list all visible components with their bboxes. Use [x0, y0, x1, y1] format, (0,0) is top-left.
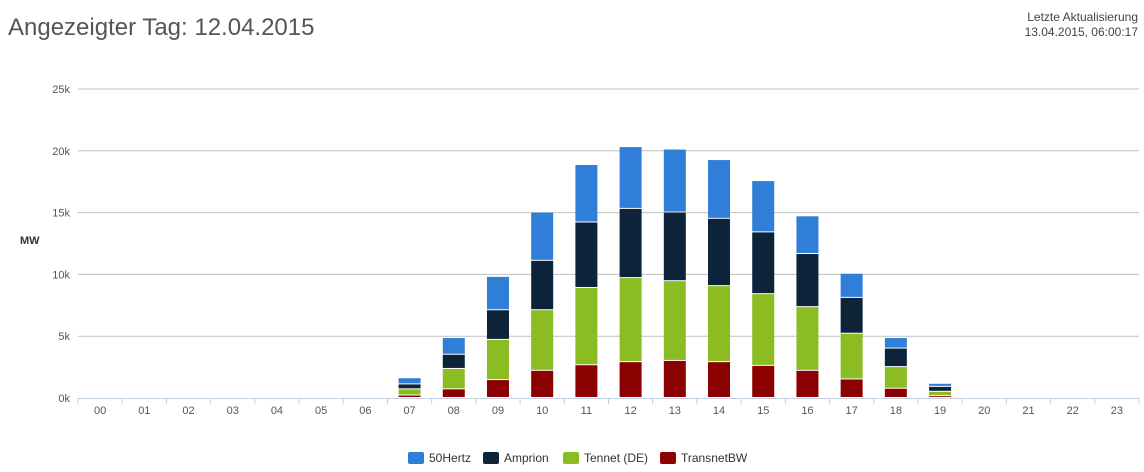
bar-tennet-de--11[interactable] — [575, 287, 598, 365]
y-tick-label: 5k — [58, 331, 70, 343]
bar-amprion-19[interactable] — [929, 386, 952, 391]
bar-tennet-de--18[interactable] — [884, 367, 907, 388]
bar-tennet-de--10[interactable] — [531, 310, 554, 370]
bar-50hertz-19[interactable] — [929, 383, 952, 386]
bar-amprion-07[interactable] — [398, 384, 421, 389]
bar-amprion-12[interactable] — [619, 208, 642, 278]
legend-item-transnetbw[interactable]: TransnetBW — [681, 451, 748, 465]
bar-transnetbw-13[interactable] — [663, 360, 686, 397]
x-tick-label: 22 — [1067, 405, 1079, 417]
bar-amprion-08[interactable] — [442, 354, 465, 368]
bar-amprion-16[interactable] — [796, 254, 819, 307]
legend-swatch-tennet-de-[interactable] — [563, 452, 579, 464]
x-tick-label: 09 — [492, 405, 504, 417]
bar-50hertz-15[interactable] — [752, 181, 775, 232]
bar-tennet-de--17[interactable] — [840, 333, 863, 379]
x-tick-label: 01 — [138, 405, 150, 417]
y-tick-label: 10k — [52, 269, 70, 281]
bar-transnetbw-11[interactable] — [575, 365, 598, 397]
x-tick-label: 19 — [934, 405, 946, 417]
bar-transnetbw-08[interactable] — [442, 389, 465, 397]
bar-50hertz-17[interactable] — [840, 273, 863, 297]
bar-amprion-10[interactable] — [531, 260, 554, 310]
bar-transnetbw-10[interactable] — [531, 370, 554, 397]
bar-transnetbw-18[interactable] — [884, 388, 907, 397]
bar-transnetbw-09[interactable] — [486, 380, 509, 397]
bar-transnetbw-19[interactable] — [929, 396, 952, 397]
bar-50hertz-09[interactable] — [486, 276, 509, 310]
bar-transnetbw-12[interactable] — [619, 362, 642, 397]
last-update-time: 13.04.2015, 06:00:17 — [1024, 25, 1138, 39]
bar-50hertz-13[interactable] — [663, 149, 686, 212]
bar-transnetbw-15[interactable] — [752, 365, 775, 397]
bar-tennet-de--14[interactable] — [708, 286, 731, 362]
bar-tennet-de--12[interactable] — [619, 278, 642, 362]
x-tick-label: 20 — [978, 405, 990, 417]
bar-tennet-de--08[interactable] — [442, 368, 465, 389]
legend-swatch-amprion[interactable] — [483, 452, 499, 464]
bar-amprion-09[interactable] — [486, 310, 509, 339]
legend-item-amprion[interactable]: Amprion — [504, 451, 549, 465]
last-update: Letzte Aktualisierung 13.04.2015, 06:00:… — [1025, 10, 1138, 40]
x-tick-label: 16 — [801, 405, 813, 417]
y-tick-label: 15k — [52, 208, 70, 220]
bar-50hertz-18[interactable] — [884, 338, 907, 348]
y-tick-label: 0k — [58, 393, 70, 405]
y-axis-label: MW — [20, 235, 40, 247]
x-tick-label: 04 — [271, 405, 283, 417]
x-tick-label: 11 — [581, 405, 592, 417]
bar-50hertz-16[interactable] — [796, 216, 819, 254]
x-tick-label: 13 — [669, 405, 681, 417]
x-tick-label: 12 — [624, 405, 636, 417]
x-tick-label: 02 — [182, 405, 194, 417]
bar-amprion-11[interactable] — [575, 222, 598, 287]
legend-swatch-50hertz[interactable] — [408, 452, 424, 464]
legend-swatch-transnetbw[interactable] — [660, 452, 676, 464]
bar-50hertz-08[interactable] — [442, 338, 465, 354]
x-tick-label: 10 — [536, 405, 548, 417]
legend-item-50hertz[interactable]: 50Hertz — [429, 451, 471, 465]
bar-amprion-18[interactable] — [884, 348, 907, 367]
bar-50hertz-10[interactable] — [531, 212, 554, 260]
bar-50hertz-11[interactable] — [575, 165, 598, 222]
x-tick-label: 17 — [846, 405, 858, 417]
bar-50hertz-07[interactable] — [398, 378, 421, 384]
bar-50hertz-14[interactable] — [708, 160, 731, 218]
bar-tennet-de--09[interactable] — [486, 339, 509, 380]
x-tick-label: 06 — [359, 405, 371, 417]
bar-amprion-14[interactable] — [708, 218, 731, 286]
x-tick-label: 18 — [890, 405, 902, 417]
y-tick-label: 20k — [52, 146, 70, 158]
bar-tennet-de--16[interactable] — [796, 307, 819, 370]
bar-tennet-de--07[interactable] — [398, 389, 421, 395]
bar-tennet-de--19[interactable] — [929, 391, 952, 396]
legend-item-tennet-de-[interactable]: Tennet (DE) — [584, 451, 648, 465]
x-tick-label: 05 — [315, 405, 327, 417]
x-tick-label: 21 — [1022, 405, 1034, 417]
last-update-label: Letzte Aktualisierung — [1027, 10, 1138, 24]
bar-tennet-de--15[interactable] — [752, 294, 775, 365]
bar-tennet-de--13[interactable] — [663, 281, 686, 360]
bar-transnetbw-14[interactable] — [708, 362, 731, 397]
bar-transnetbw-16[interactable] — [796, 370, 819, 397]
bar-amprion-17[interactable] — [840, 297, 863, 333]
y-tick-label: 25k — [52, 84, 70, 96]
x-tick-label: 14 — [713, 405, 725, 417]
x-tick-label: 08 — [448, 405, 460, 417]
x-tick-label: 07 — [403, 405, 415, 417]
page-title: Angezeigter Tag: 12.04.2015 — [8, 14, 315, 41]
x-tick-label: 23 — [1111, 405, 1123, 417]
bar-amprion-13[interactable] — [663, 212, 686, 281]
bar-amprion-15[interactable] — [752, 232, 775, 294]
bar-transnetbw-17[interactable] — [840, 379, 863, 397]
x-tick-label: 15 — [757, 405, 769, 417]
x-tick-label: 03 — [227, 405, 239, 417]
x-tick-label: 00 — [94, 405, 106, 417]
bar-50hertz-12[interactable] — [619, 147, 642, 208]
bar-transnetbw-07[interactable] — [398, 395, 421, 397]
